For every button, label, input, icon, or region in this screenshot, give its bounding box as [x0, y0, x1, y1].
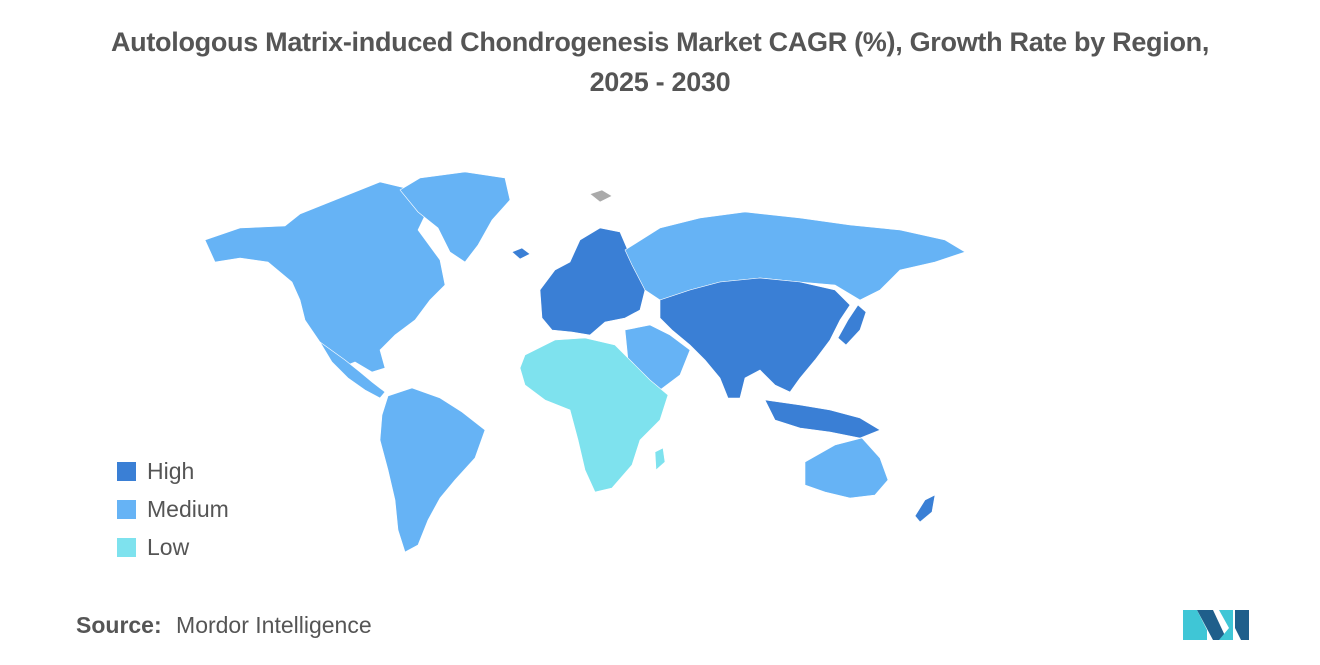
legend-label-high: High: [147, 457, 195, 484]
region-africa: [519, 337, 669, 493]
legend-swatch-high: [117, 461, 136, 481]
legend: High Medium Low: [117, 452, 229, 566]
region-southeast-asia: [764, 399, 881, 439]
source-note: Source: Mordor Intelligence: [76, 612, 372, 639]
region-central-america: [319, 341, 386, 399]
region-south-america: [379, 387, 486, 553]
chart-title-line1: Autologous Matrix-induced Chondrogenesis…: [110, 27, 1210, 57]
region-australia: [804, 437, 889, 499]
source-value: Mordor Intelligence: [176, 612, 372, 638]
legend-label-medium: Medium: [147, 495, 229, 522]
region-new-zealand: [914, 494, 936, 523]
region-asia: [659, 277, 851, 399]
region-no-data-svalbard: [589, 189, 613, 203]
legend-swatch-medium: [117, 499, 136, 519]
region-europe: [539, 227, 646, 336]
chart-title-line2: 2025 - 2030: [589, 67, 731, 97]
region-north-america: [204, 181, 446, 373]
legend-item-high: High: [117, 452, 229, 490]
region-iceland: [511, 247, 531, 260]
source-label: Source:: [76, 612, 162, 638]
region-japan: [837, 304, 867, 346]
legend-label-low: Low: [147, 533, 190, 560]
legend-swatch-low: [117, 537, 136, 557]
region-madagascar: [654, 447, 666, 471]
chart-title: Autologous Matrix-induced Chondrogenesis…: [20, 22, 1300, 102]
legend-item-low: Low: [117, 528, 229, 566]
legend-item-medium: Medium: [117, 490, 229, 528]
mordor-logo: [1183, 610, 1249, 640]
region-greenland: [399, 171, 511, 263]
